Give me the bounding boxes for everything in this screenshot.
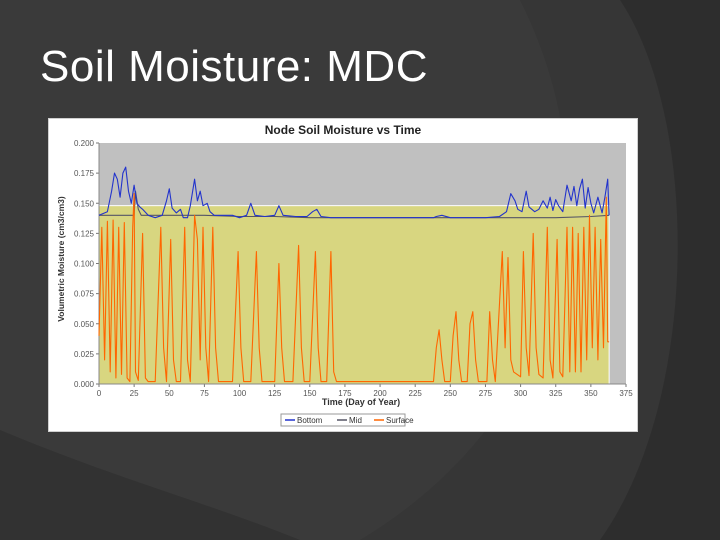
x-tick-label: 300 — [514, 389, 528, 398]
x-tick-label: 325 — [549, 389, 563, 398]
x-tick-label: 225 — [409, 389, 423, 398]
slide-title: Soil Moisture: MDC — [40, 42, 428, 91]
x-tick-label: 75 — [200, 389, 209, 398]
y-tick-label: 0.050 — [74, 320, 95, 329]
highlight-region — [98, 205, 610, 385]
x-tick-label: 50 — [165, 389, 174, 398]
y-axis-label: Volumetric Moisture (cm3/cm3) — [56, 196, 66, 322]
x-tick-label: 150 — [303, 389, 317, 398]
x-tick-label: 175 — [338, 389, 352, 398]
x-tick-label: 200 — [373, 389, 387, 398]
x-tick-label: 350 — [584, 389, 598, 398]
legend: Bottom Mid Surface — [280, 413, 414, 427]
x-axis: 0 25 50 75 100 125 150 175 200 225 250 275 300 325 350… — [97, 383, 633, 398]
y-tick-label: 0.100 — [74, 260, 95, 269]
x-tick-label: 375 — [619, 389, 633, 398]
y-tick-label: 0.025 — [74, 350, 95, 359]
series-group — [98, 166, 610, 383]
y-tick-label: 0.125 — [74, 229, 95, 238]
x-axis-label: Time (Day of Year) — [322, 397, 400, 407]
x-tick-label: 0 — [97, 389, 102, 398]
y-axis: 0.000 0.025 0.050 0.075 0.100 0.125 0.150 0.175… — [74, 139, 100, 389]
y-tick-label: 0.000 — [74, 380, 95, 389]
series-line-mid — [99, 190, 610, 219]
series-line-surface — [98, 193, 610, 383]
x-tick-label: 275 — [479, 389, 493, 398]
y-tick-label: 0.200 — [74, 139, 95, 148]
chart-svg: Node Soil Moisture vs Time 0.0000.0250.0… — [56, 123, 633, 427]
series-line-bottom — [98, 166, 610, 219]
y-tick-label: 0.075 — [74, 290, 95, 299]
chart-title: Node Soil Moisture vs Time — [265, 123, 422, 137]
legend-label-surface: Surface — [386, 416, 414, 425]
legend-label-mid: Mid — [349, 416, 362, 425]
x-tick-label: 250 — [444, 389, 458, 398]
x-tick-label: 125 — [268, 389, 282, 398]
y-tick-label: 0.175 — [74, 169, 95, 178]
chart-panel: Node Soil Moisture vs Time 0.000 0.025 0.0… — [48, 118, 638, 432]
y-tick-label: 0.150 — [74, 199, 95, 208]
x-tick-label: 25 — [130, 389, 139, 398]
legend-label-bottom: Bottom — [297, 416, 323, 425]
x-tick-label: 100 — [233, 389, 247, 398]
